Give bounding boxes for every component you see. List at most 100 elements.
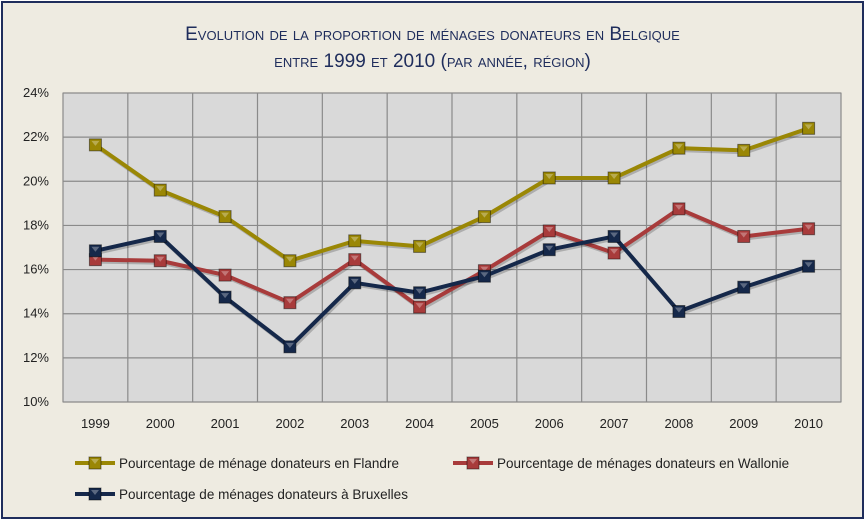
y-tick-label: 14% [23,306,49,321]
data-point-highlight [221,293,230,299]
y-tick-label: 24% [23,85,49,100]
data-point-highlight [545,226,554,232]
legend-marker [466,456,480,470]
x-tick-label: 2006 [535,416,564,431]
data-point-highlight [285,256,294,262]
data-point [348,253,362,267]
data-point-highlight [545,173,554,179]
data-point-highlight [545,245,554,251]
data-point-highlight [739,283,748,289]
data-point [672,305,686,319]
legend-label: Pourcentage de ménages donateurs à Bruxe… [119,487,408,502]
data-point [737,143,751,157]
data-point [802,121,816,135]
data-point [218,210,232,224]
data-point-highlight [480,266,489,272]
data-point [607,229,621,243]
x-tick-label: 2003 [340,416,369,431]
data-point [672,202,686,216]
data-point [477,269,491,283]
legend-marker-highlight [91,490,99,495]
y-tick-label: 16% [23,262,49,277]
data-point [542,243,556,257]
legend-marker [88,456,102,470]
data-point [218,290,232,304]
data-point [413,239,427,253]
data-point-highlight [91,246,100,252]
data-point [283,340,297,354]
data-point-highlight [480,212,489,218]
data-point [802,259,816,273]
y-tick-label: 10% [23,394,49,409]
data-point-highlight [804,262,813,268]
data-point [542,224,556,238]
x-tick-label: 2004 [405,416,434,431]
x-tick-label: 1999 [81,416,110,431]
data-point [413,300,427,314]
data-point-highlight [350,236,359,242]
data-point [153,183,167,197]
data-point [477,210,491,224]
x-tick-label: 2001 [211,416,240,431]
y-tick-label: 12% [23,350,49,365]
data-point [153,254,167,268]
data-point [672,141,686,155]
data-point [88,138,102,152]
x-tick-label: 2008 [664,416,693,431]
data-point [283,296,297,310]
series-line-2 [95,206,809,310]
data-point-highlight [156,256,165,262]
legend-marker-highlight [469,459,477,464]
data-point [802,222,816,236]
series-line-1 [94,126,810,263]
data-point-highlight [610,232,619,238]
data-point [737,229,751,243]
data-point [348,234,362,248]
y-tick-label: 20% [23,173,49,188]
data-point-highlight [674,144,683,150]
data-point-highlight [285,342,294,348]
data-point-highlight [674,307,683,313]
legend-label: Pourcentage de ménages donateurs en Wall… [497,456,789,471]
data-point-highlight [739,232,748,238]
data-point-highlight [285,298,294,304]
data-point-highlight [91,255,100,261]
data-point-highlight [221,212,230,218]
x-tick-label: 2002 [275,416,304,431]
data-point-highlight [674,204,683,210]
x-tick-label: 2009 [729,416,758,431]
x-tick-label: 2010 [794,416,823,431]
data-point [218,268,232,282]
series-line-3 [94,234,810,349]
data-point [348,276,362,290]
data-point [153,229,167,243]
x-tick-label: 2005 [470,416,499,431]
data-point [88,244,102,258]
data-point-highlight [221,271,230,277]
data-point-highlight [415,242,424,248]
y-tick-label: 18% [23,217,49,232]
line-chart: 10% 12% 14% 16% 18% 20% 22% 24% 1999 2000 2001 2002… [23,85,842,502]
data-point-highlight [610,249,619,255]
title-line-2: entre 1999 et 2010 (par année, région) [274,51,591,72]
data-point-highlight [156,232,165,238]
data-point [737,280,751,294]
y-tick-label: 22% [23,129,49,144]
data-point [283,254,297,268]
x-tick-label: 2007 [600,416,629,431]
data-point [413,286,427,300]
legend-label: Pourcentage de ménage donateurs en Fland… [119,456,399,471]
chart-title: Evolution de la proportion de ménages do… [3,21,862,75]
data-point-highlight [804,124,813,130]
x-tick-label: 2000 [146,416,175,431]
data-point-highlight [350,255,359,261]
data-point [607,246,621,260]
title-line-1: Evolution de la proportion de ménages do… [185,24,680,45]
data-point [607,171,621,185]
data-point-highlight [804,224,813,230]
data-point-highlight [156,186,165,192]
data-point-highlight [739,146,748,152]
data-point-highlight [480,272,489,278]
data-point-highlight [415,303,424,309]
legend-marker [88,487,102,501]
